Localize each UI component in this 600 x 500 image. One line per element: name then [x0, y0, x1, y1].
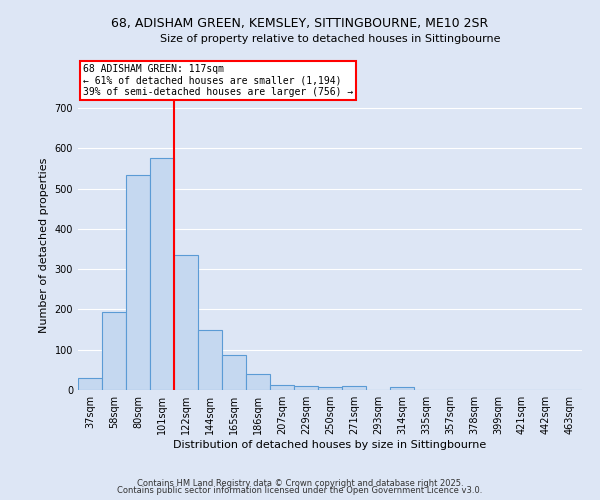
Bar — [270, 385, 294, 390]
Bar — [390, 387, 414, 390]
Bar — [150, 158, 174, 390]
Bar — [222, 355, 246, 390]
Bar — [294, 386, 318, 390]
Bar — [246, 374, 270, 390]
Title: Size of property relative to detached houses in Sittingbourne: Size of property relative to detached ho… — [160, 34, 500, 43]
Bar — [318, 387, 342, 390]
Text: Contains public sector information licensed under the Open Government Licence v3: Contains public sector information licen… — [118, 486, 482, 495]
Bar — [102, 312, 126, 390]
Bar — [78, 378, 102, 390]
Bar — [198, 330, 222, 390]
Bar — [126, 174, 150, 390]
Text: Contains HM Land Registry data © Crown copyright and database right 2025.: Contains HM Land Registry data © Crown c… — [137, 478, 463, 488]
X-axis label: Distribution of detached houses by size in Sittingbourne: Distribution of detached houses by size … — [173, 440, 487, 450]
Text: 68, ADISHAM GREEN, KEMSLEY, SITTINGBOURNE, ME10 2SR: 68, ADISHAM GREEN, KEMSLEY, SITTINGBOURN… — [112, 18, 488, 30]
Text: 68 ADISHAM GREEN: 117sqm
← 61% of detached houses are smaller (1,194)
39% of sem: 68 ADISHAM GREEN: 117sqm ← 61% of detach… — [83, 64, 353, 97]
Y-axis label: Number of detached properties: Number of detached properties — [39, 158, 49, 332]
Bar — [342, 386, 366, 390]
Bar — [174, 255, 198, 390]
